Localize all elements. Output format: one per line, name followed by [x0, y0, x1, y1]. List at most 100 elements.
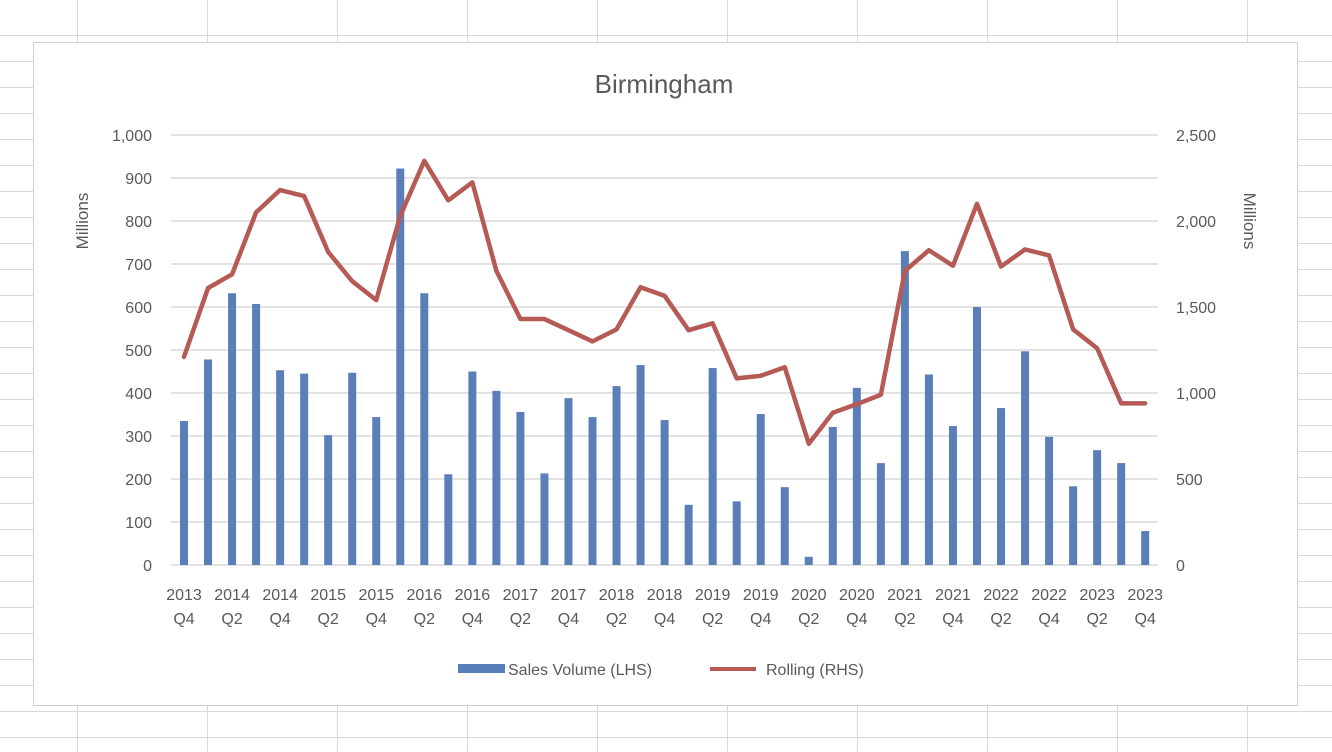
bar [1069, 486, 1078, 565]
bar [876, 463, 885, 565]
bar [732, 501, 741, 565]
bar [276, 370, 285, 565]
x-tick-quarter: Q2 [798, 611, 819, 628]
bar [852, 387, 861, 565]
x-tick-year: 2022 [1031, 587, 1067, 604]
x-tick-year: 2016 [455, 587, 491, 604]
x-tick-year: 2015 [310, 587, 346, 604]
bar [612, 386, 621, 565]
bar [348, 372, 357, 565]
x-tick-quarter: Q4 [462, 611, 483, 628]
bar [492, 390, 501, 565]
rolling-line [181, 158, 1148, 446]
bar [228, 293, 237, 565]
y-tick-right: 2,500 [1176, 128, 1216, 145]
bar [900, 251, 909, 565]
x-tick-quarter: Q4 [1038, 611, 1059, 628]
x-tick-quarter: Q4 [366, 611, 387, 628]
bar [780, 487, 789, 565]
x-tick-quarter: Q4 [750, 611, 771, 628]
legend: Sales Volume (LHS) Rolling (RHS) [458, 662, 864, 679]
legend-label-sales-volume: Sales Volume (LHS) [508, 662, 652, 679]
y-tick-right: 500 [1176, 472, 1203, 489]
x-tick-year: 2013 [166, 587, 202, 604]
legend-label-rolling: Rolling (RHS) [766, 662, 864, 679]
x-tick-year: 2018 [647, 587, 683, 604]
legend-swatch-sales-volume [458, 664, 505, 673]
x-tick-year: 2014 [262, 587, 298, 604]
bar [756, 414, 765, 565]
x-tick-year: 2015 [358, 587, 394, 604]
bar [420, 293, 429, 565]
y-axis-left-label: Millions [73, 193, 92, 250]
x-tick-year: 2023 [1127, 587, 1163, 604]
x-tick-quarter: Q2 [702, 611, 723, 628]
y-tick-left: 900 [125, 171, 152, 188]
bar [324, 435, 333, 565]
bar [372, 417, 381, 565]
bar [444, 474, 453, 565]
chart-svg: Birmingham Millions Millions 0 100 200 300 4… [73, 69, 1259, 679]
y-tick-left: 1,000 [112, 128, 152, 145]
bar [540, 473, 549, 565]
x-tick-year: 2017 [551, 587, 587, 604]
bar [684, 504, 693, 565]
bar [180, 420, 188, 565]
y-tick-right: 0 [1176, 558, 1185, 575]
x-tick-quarter: Q2 [1086, 611, 1107, 628]
bar [468, 371, 477, 565]
bar [1141, 531, 1150, 565]
bar [1093, 450, 1102, 565]
bar [804, 556, 813, 565]
bar [252, 303, 261, 565]
x-tick-quarter: Q2 [414, 611, 435, 628]
y-tick-left: 800 [125, 214, 152, 231]
bar [204, 359, 213, 565]
bar [924, 374, 933, 565]
x-tick-year: 2019 [695, 587, 731, 604]
y-tick-left: 300 [125, 429, 152, 446]
bar [948, 426, 957, 565]
x-tick-quarter: Q4 [558, 611, 579, 628]
x-tick-year: 2020 [839, 587, 875, 604]
x-tick-year: 2022 [983, 587, 1019, 604]
y-axis-right-label: Millions [1240, 193, 1259, 250]
x-tick-year: 2014 [214, 587, 250, 604]
y-tick-left: 600 [125, 300, 152, 317]
bar [708, 368, 717, 565]
x-tick-year: 2019 [743, 587, 779, 604]
x-tick-year: 2018 [599, 587, 635, 604]
bar [516, 411, 525, 565]
bar [588, 417, 597, 565]
y-tick-right: 1,500 [1176, 300, 1216, 317]
bar [1021, 351, 1030, 565]
y-tick-right: 1,000 [1176, 386, 1216, 403]
x-tick-quarter: Q2 [221, 611, 242, 628]
y-tick-left: 500 [125, 343, 152, 360]
bar [828, 426, 837, 565]
y-tick-left: 0 [143, 558, 152, 575]
x-tick-quarter: Q2 [318, 611, 339, 628]
y-tick-right: 2,000 [1176, 214, 1216, 231]
x-tick-quarter: Q4 [846, 611, 867, 628]
bar [1045, 436, 1054, 565]
bar [997, 408, 1006, 565]
x-tick-year: 2021 [935, 587, 971, 604]
x-tick-quarter: Q4 [942, 611, 963, 628]
x-tick-quarter: Q4 [654, 611, 675, 628]
x-tick-quarter: Q4 [1135, 611, 1156, 628]
chart-title: Birmingham [595, 69, 734, 99]
y-tick-left: 400 [125, 386, 152, 403]
x-tick-quarter: Q4 [173, 611, 194, 628]
x-tick-quarter: Q2 [990, 611, 1011, 628]
chart-container[interactable]: Birmingham Millions Millions 0 100 200 300 4… [33, 42, 1298, 706]
y-tick-left: 200 [125, 472, 152, 489]
x-tick-year: 2021 [887, 587, 923, 604]
bar [636, 365, 645, 565]
bar [564, 398, 573, 565]
bar [300, 373, 309, 565]
x-tick-quarter: Q2 [606, 611, 627, 628]
x-tick-year: 2017 [503, 587, 539, 604]
x-tick-year: 2020 [791, 587, 827, 604]
x-tick-quarter: Q2 [894, 611, 915, 628]
